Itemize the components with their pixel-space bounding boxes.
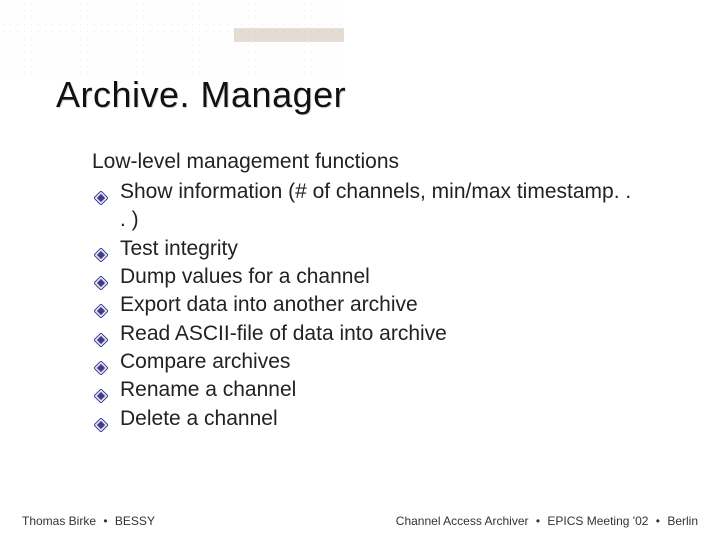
footer-separator: • <box>656 514 660 528</box>
slide-footer: Thomas Birke • BESSY Channel Access Arch… <box>22 514 698 528</box>
footer-separator: • <box>103 514 107 528</box>
footer-project: Channel Access Archiver <box>396 514 529 528</box>
bullet-item: Compare archives <box>92 348 640 376</box>
diamond-bullet-icon <box>94 298 108 312</box>
bullet-text: Delete a channel <box>120 407 278 430</box>
bullet-text: Compare archives <box>120 350 290 373</box>
bullet-list: Show information (# of channels, min/max… <box>92 178 640 433</box>
bullet-text: Show information (# of channels, min/max… <box>120 180 631 231</box>
diamond-bullet-icon <box>94 383 108 397</box>
diamond-bullet-icon <box>94 242 108 256</box>
footer-place: Berlin <box>667 514 698 528</box>
slide-body: Low-level management functions Show info… <box>92 150 640 433</box>
diamond-bullet-icon <box>94 270 108 284</box>
bullet-item: Delete a channel <box>92 405 640 433</box>
diamond-bullet-icon <box>94 412 108 426</box>
diamond-bullet-icon <box>94 185 108 199</box>
bullet-item: Show information (# of channels, min/max… <box>92 178 640 235</box>
bullet-text: Rename a channel <box>120 378 296 401</box>
bullet-item: Rename a channel <box>92 376 640 404</box>
diamond-bullet-icon <box>94 355 108 369</box>
bullet-item: Test integrity <box>92 235 640 263</box>
footer-event: EPICS Meeting '02 <box>547 514 648 528</box>
title-accent-tab <box>234 28 344 42</box>
footer-org: BESSY <box>115 514 155 528</box>
slide: Archive. Manager Low-level management fu… <box>0 0 720 540</box>
bullet-text: Export data into another archive <box>120 293 418 316</box>
footer-right: Channel Access Archiver • EPICS Meeting … <box>396 514 698 528</box>
bullet-item: Export data into another archive <box>92 291 640 319</box>
footer-separator: • <box>536 514 540 528</box>
bullet-text: Test integrity <box>120 237 238 260</box>
bullet-item: Read ASCII-file of data into archive <box>92 320 640 348</box>
bullet-item: Dump values for a channel <box>92 263 640 291</box>
slide-title: Archive. Manager <box>56 74 346 116</box>
diamond-bullet-icon <box>94 327 108 341</box>
bullet-text: Read ASCII-file of data into archive <box>120 322 447 345</box>
footer-author: Thomas Birke <box>22 514 96 528</box>
footer-left: Thomas Birke • BESSY <box>22 514 155 528</box>
bullet-text: Dump values for a channel <box>120 265 370 288</box>
intro-text: Low-level management functions <box>92 150 640 174</box>
